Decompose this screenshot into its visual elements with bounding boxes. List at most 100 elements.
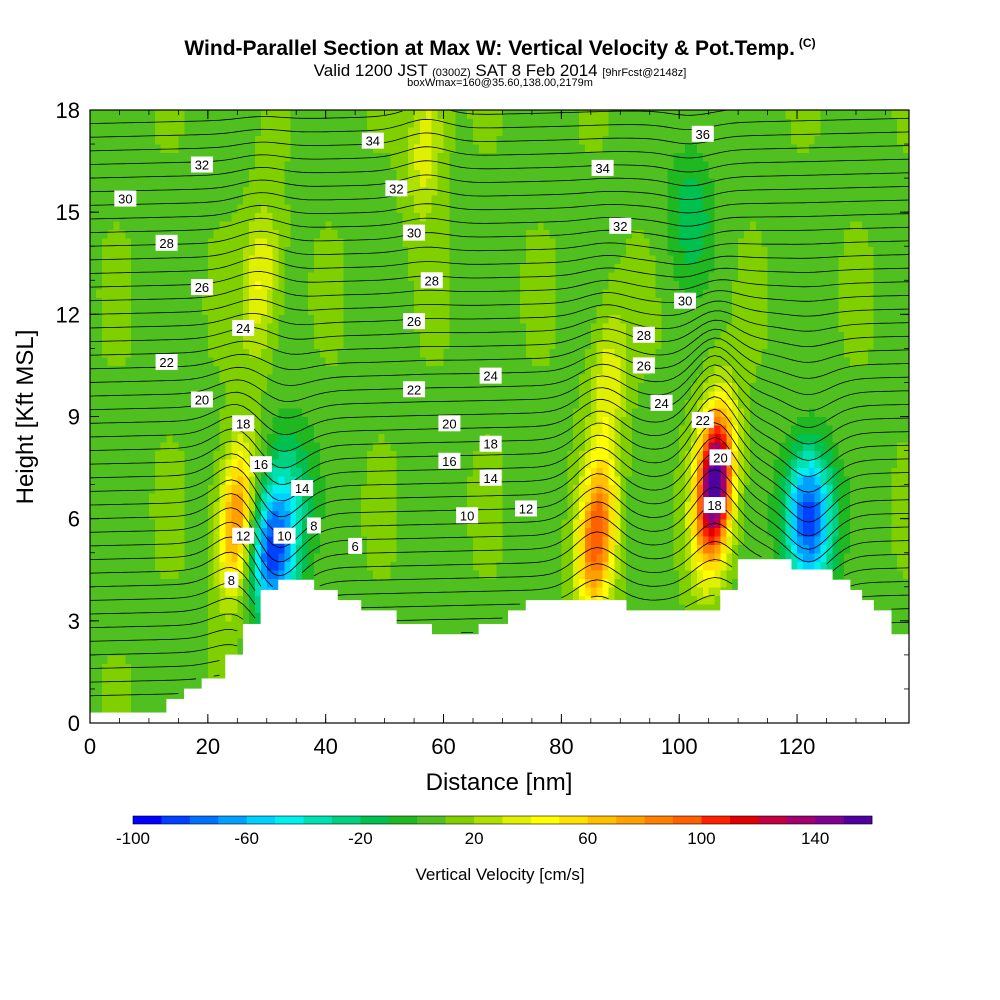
velocity-cell xyxy=(231,297,238,307)
velocity-cell xyxy=(443,493,451,503)
velocity-cell xyxy=(237,178,244,188)
velocity-cell xyxy=(384,373,392,384)
velocity-cell xyxy=(325,416,333,426)
velocity-cell xyxy=(467,595,474,605)
velocity-cell xyxy=(196,620,203,630)
velocity-cell xyxy=(154,493,162,503)
velocity-cell xyxy=(154,680,162,690)
velocity-cell xyxy=(143,331,150,341)
velocity-cell xyxy=(408,254,415,264)
velocity-cell xyxy=(313,382,321,392)
velocity-cell xyxy=(148,569,156,579)
velocity-cell xyxy=(178,152,185,162)
velocity-cell xyxy=(443,263,451,273)
velocity-cell xyxy=(290,203,297,213)
velocity-cell xyxy=(419,544,427,554)
velocity-cell xyxy=(478,152,486,162)
velocity-cell xyxy=(148,620,156,630)
velocity-cell xyxy=(396,305,403,315)
velocity-cell xyxy=(378,527,386,537)
velocity-cell xyxy=(172,680,179,690)
velocity-cell xyxy=(461,246,468,256)
velocity-cell xyxy=(166,390,174,401)
velocity-cell xyxy=(414,186,421,196)
velocity-cell xyxy=(196,373,203,384)
velocity-cell xyxy=(131,161,138,171)
velocity-cell xyxy=(343,561,350,571)
velocity-cell xyxy=(213,407,221,418)
velocity-cell xyxy=(384,127,392,137)
velocity-cell xyxy=(396,135,403,145)
velocity-cell xyxy=(455,348,462,358)
velocity-cell xyxy=(231,646,238,656)
velocity-cell xyxy=(190,552,197,562)
velocity-cell xyxy=(113,493,121,503)
velocity-cell xyxy=(408,569,415,579)
velocity-cell xyxy=(472,501,480,511)
velocity-cell xyxy=(319,203,327,213)
velocity-cell xyxy=(125,680,132,690)
velocity-cell xyxy=(243,578,250,588)
velocity-cell xyxy=(107,271,115,281)
velocity-cell xyxy=(119,339,126,349)
velocity-cell xyxy=(296,535,303,545)
velocity-cell xyxy=(372,527,380,537)
velocity-cell xyxy=(378,161,386,171)
velocity-cell xyxy=(484,348,492,358)
velocity-cell xyxy=(160,629,168,639)
velocity-cell xyxy=(107,127,115,137)
velocity-cell xyxy=(372,169,380,179)
velocity-cell xyxy=(355,390,362,401)
velocity-cell xyxy=(461,280,468,290)
velocity-cell xyxy=(125,399,132,409)
velocity-cell xyxy=(437,135,445,145)
velocity-cell xyxy=(90,331,97,341)
velocity-cell xyxy=(308,161,315,171)
velocity-cell xyxy=(478,339,486,349)
velocity-cell xyxy=(172,569,179,579)
velocity-cell xyxy=(472,263,480,273)
velocity-cell xyxy=(160,263,168,273)
velocity-cell xyxy=(201,467,209,477)
velocity-cell xyxy=(478,603,486,613)
velocity-cell xyxy=(467,612,474,622)
velocity-cell xyxy=(95,484,103,494)
velocity-cell xyxy=(443,390,451,401)
velocity-cell xyxy=(319,152,327,162)
velocity-cell xyxy=(272,263,280,273)
velocity-cell xyxy=(225,152,233,162)
velocity-cell xyxy=(366,399,374,409)
velocity-cell xyxy=(425,237,433,247)
velocity-cell xyxy=(137,118,144,128)
velocity-cell xyxy=(231,169,238,179)
velocity-cell xyxy=(313,322,321,332)
velocity-cell xyxy=(107,705,115,716)
velocity-cell xyxy=(148,493,156,503)
velocity-cell xyxy=(437,263,445,273)
velocity-cell xyxy=(125,152,132,162)
velocity-cell xyxy=(449,237,456,247)
velocity-cell xyxy=(231,637,238,647)
velocity-cell xyxy=(201,169,209,179)
velocity-cell xyxy=(390,527,397,537)
velocity-cell xyxy=(408,161,415,171)
velocity-cell xyxy=(143,688,150,699)
velocity-cell xyxy=(207,186,215,196)
velocity-cell xyxy=(384,314,392,324)
velocity-cell xyxy=(396,467,403,477)
velocity-cell xyxy=(284,390,291,401)
velocity-cell xyxy=(484,331,492,341)
velocity-cell xyxy=(343,501,350,511)
velocity-cell xyxy=(378,212,386,222)
velocity-cell xyxy=(243,407,250,418)
velocity-cell xyxy=(396,442,403,452)
velocity-cell xyxy=(237,569,244,579)
velocity-cell xyxy=(172,203,179,213)
velocity-cell xyxy=(308,110,315,120)
velocity-cell xyxy=(290,178,297,188)
velocity-cell xyxy=(160,535,168,545)
velocity-cell xyxy=(425,127,433,137)
velocity-cell xyxy=(343,373,350,384)
velocity-cell xyxy=(478,569,486,579)
velocity-cell xyxy=(490,561,498,571)
